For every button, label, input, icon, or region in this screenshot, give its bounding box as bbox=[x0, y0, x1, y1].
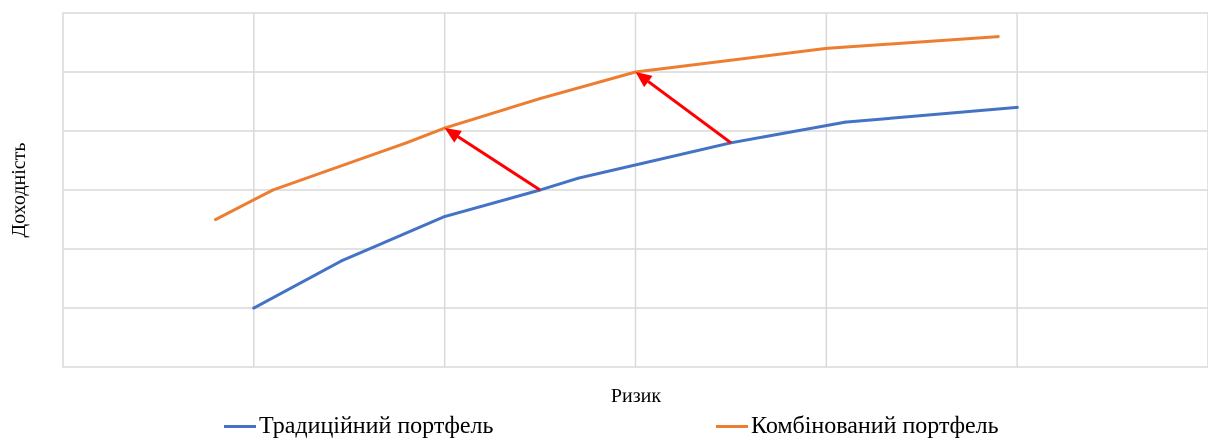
legend-swatch-traditional bbox=[224, 424, 256, 428]
series-1-point bbox=[405, 141, 408, 145]
x-axis-label: Ризик bbox=[611, 385, 661, 407]
series-0-point bbox=[1015, 105, 1019, 109]
series-1-point bbox=[996, 35, 1000, 39]
legend-item-combined: Комбінований портфель bbox=[716, 412, 999, 440]
series-1-point bbox=[824, 46, 828, 50]
series-0-point bbox=[252, 306, 256, 310]
series-1-point bbox=[538, 97, 542, 101]
legend-label-traditional: Традиційний портфель bbox=[259, 412, 494, 439]
series-1-point bbox=[214, 218, 218, 221]
legend-label-combined: Комбінований портфель bbox=[751, 412, 999, 439]
annotation-layer bbox=[444, 72, 732, 192]
series-0-point bbox=[443, 215, 447, 219]
annotation-arrow-shaft-0 bbox=[457, 135, 541, 192]
series-line-1 bbox=[214, 35, 1000, 221]
series-1-point bbox=[271, 188, 275, 192]
legend: Традиційний портфель Комбінований портфе… bbox=[0, 412, 1208, 440]
legend-item-traditional: Традиційний портфель bbox=[224, 412, 493, 440]
y-axis-label: Доходність bbox=[8, 143, 30, 238]
annotation-arrow-head-1 bbox=[635, 72, 653, 88]
annotation-arrow-head-0 bbox=[444, 128, 462, 143]
series-0-point bbox=[576, 176, 580, 180]
legend-swatch-combined bbox=[716, 424, 748, 428]
series-0-point bbox=[843, 120, 847, 124]
series-line-0 bbox=[252, 105, 1019, 310]
series-0-point bbox=[340, 259, 344, 263]
annotation-arrow-shaft-1 bbox=[647, 80, 732, 145]
